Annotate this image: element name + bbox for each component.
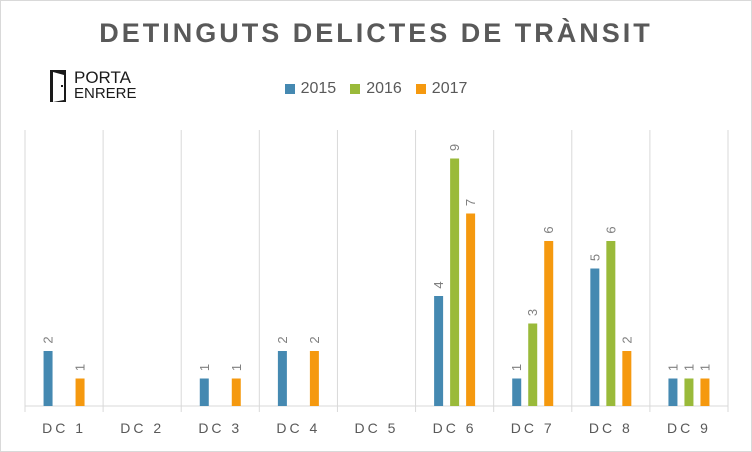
data-label: 1	[197, 364, 212, 371]
bar-2017	[622, 351, 632, 406]
x-tick-label: DC 8	[589, 420, 633, 436]
bar-2017	[75, 378, 85, 406]
data-label: 3	[525, 309, 540, 316]
bar-2015	[277, 351, 287, 406]
data-label: 2	[275, 336, 290, 343]
bar-2016	[606, 241, 616, 406]
data-label: 2	[41, 336, 56, 343]
legend-label: 2017	[431, 80, 468, 97]
x-tick-label: DC 7	[511, 420, 555, 436]
bar-2015	[434, 296, 444, 406]
data-label: 7	[463, 199, 478, 206]
chart-title: DETINGUTS DELICTES DE TRÀNSIT	[99, 18, 653, 48]
bar-2017	[544, 241, 554, 406]
logo-text-porta: PORTA	[74, 68, 131, 87]
legend-swatch	[415, 84, 426, 94]
data-label: 6	[541, 226, 556, 233]
x-tick-label: DC 1	[42, 420, 86, 436]
bar-2016	[684, 378, 694, 406]
legend-item-2017: 2017	[415, 80, 468, 98]
data-label: 4	[431, 281, 446, 288]
bar-2016	[450, 158, 460, 406]
legend-swatch	[284, 84, 295, 94]
bar-2015	[668, 378, 678, 406]
data-label: 1	[229, 364, 244, 371]
x-tick-label: DC 9	[667, 420, 711, 436]
bar-2017	[231, 378, 241, 406]
bar-2015	[590, 268, 600, 406]
data-label: 2	[307, 336, 322, 343]
data-label: 1	[73, 364, 88, 371]
door-icon	[50, 70, 66, 102]
legend-label: 2015	[300, 80, 337, 97]
legend-item-2015: 2015	[284, 80, 337, 98]
data-label: 1	[697, 364, 712, 371]
data-label: 5	[587, 254, 602, 261]
data-label: 6	[603, 226, 618, 233]
x-tick-label: DC 3	[198, 420, 242, 436]
logo: PORTA ENRERE	[48, 68, 140, 104]
x-tick-label: DC 2	[120, 420, 164, 436]
bar-2015	[43, 351, 53, 406]
data-label: 9	[447, 144, 462, 151]
data-label: 1	[681, 364, 696, 371]
bar-2015	[512, 378, 522, 406]
bar-2016	[528, 323, 538, 406]
bar-2017	[700, 378, 710, 406]
x-tick-label: DC 6	[433, 420, 477, 436]
legend-item-2016: 2016	[350, 80, 402, 98]
x-tick-label: DC 4	[276, 420, 320, 436]
legend-swatch	[350, 84, 361, 94]
data-label: 2	[619, 336, 634, 343]
bar-2017	[309, 351, 319, 406]
data-label: 1	[509, 364, 524, 371]
x-tick-label: DC 5	[355, 420, 399, 436]
bar-2017	[466, 213, 476, 406]
legend: 2015 2016 2017	[0, 80, 752, 98]
legend-label: 2016	[366, 80, 402, 97]
bar-2015	[199, 378, 209, 406]
logo-text-enrere: ENRERE	[74, 85, 137, 102]
data-label: 1	[665, 364, 680, 371]
